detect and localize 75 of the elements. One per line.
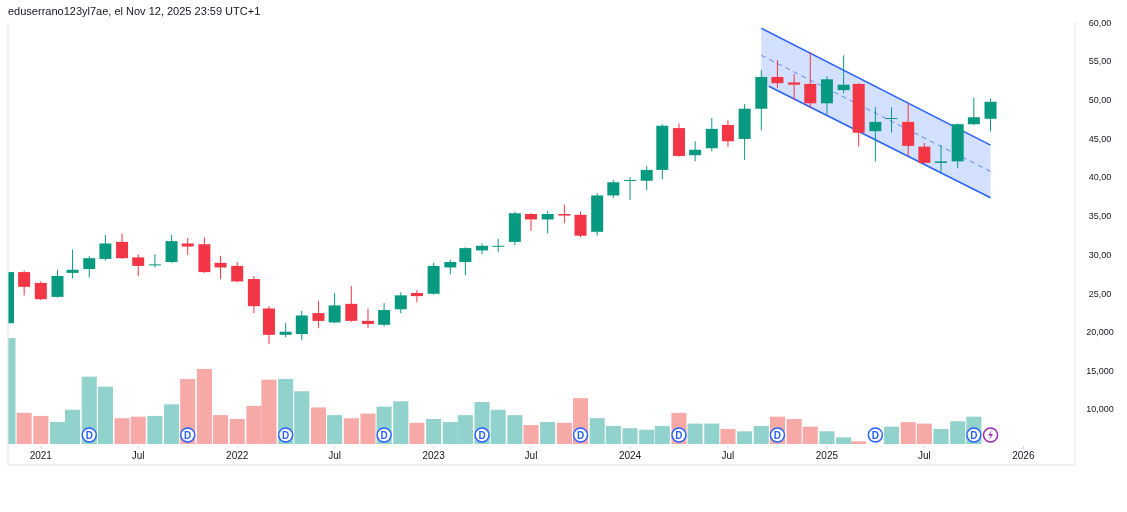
candlestick (820, 75, 833, 115)
candlestick (361, 308, 374, 329)
candlestick (558, 204, 571, 224)
x-tick-label: 2024 (618, 450, 642, 461)
candlestick (99, 234, 112, 261)
y2-tick-label: 10,000 (1086, 404, 1114, 415)
candlestick (902, 102, 915, 157)
candlestick (83, 255, 96, 279)
candlestick (935, 144, 948, 174)
candlestick (116, 232, 129, 260)
x-tick-label: 2022 (226, 450, 249, 461)
annotation: D (871, 430, 879, 441)
candlestick (869, 106, 882, 162)
candlestick (689, 140, 702, 162)
candlestick (721, 119, 734, 148)
candlestick (624, 176, 637, 201)
annotation: D (478, 430, 486, 441)
x-tick-label: 2021 (29, 450, 53, 461)
candlestick (148, 253, 161, 268)
candlestick (231, 261, 244, 283)
y-tick-label: 45,00 (1088, 133, 1112, 144)
candlestick (640, 165, 653, 191)
candlestick (312, 300, 325, 329)
x-tick-label: Jul (721, 450, 735, 461)
annotation: D (970, 430, 978, 441)
candlestick (328, 292, 341, 324)
annotation: D (576, 430, 585, 441)
annotation: D (380, 430, 388, 441)
y-tick-label: 25,00 (1088, 288, 1112, 299)
annotation: D (184, 430, 192, 441)
candlestick (837, 54, 850, 94)
candlestick (918, 142, 931, 165)
y-tick-label: 40,00 (1088, 172, 1112, 183)
x-tick-label: Jul (131, 450, 145, 461)
candlestick (788, 73, 801, 101)
y-tick-label: 50,00 (1088, 94, 1112, 105)
candlestick (967, 97, 980, 126)
candlestick (18, 270, 31, 296)
candlestick (885, 106, 898, 134)
annotation: D (85, 430, 93, 441)
candlestick (525, 212, 538, 232)
candlestick (345, 285, 358, 323)
annotation: D (675, 430, 683, 441)
annotation: D (282, 430, 290, 441)
x-tick-label: 2025 (815, 450, 839, 461)
candlestick (165, 234, 178, 264)
candlestick (410, 289, 423, 303)
candlestick (459, 246, 472, 276)
candlestick (541, 210, 554, 234)
chart-title: eduserrano123yl7ae, el Nov 12, 2025 23:59 UTC+1 (8, 5, 261, 17)
x-tick-label: Jul (917, 450, 931, 461)
annotation: D (773, 430, 782, 441)
x-tick-label: 2026 (1012, 450, 1035, 461)
candlestick (295, 310, 308, 341)
x-tick-label: 2023 (422, 450, 446, 461)
candlestick (66, 249, 79, 279)
candlestick (34, 280, 47, 301)
y2-tick-label: 20,000 (1086, 327, 1114, 338)
x-tick-label: Jul (524, 450, 538, 461)
y2-tick-label: 15,000 (1086, 365, 1114, 376)
x-tick-label: Jul (328, 450, 342, 461)
candlestick (394, 291, 407, 314)
y-tick-label: 35,00 (1088, 211, 1112, 222)
candlestick (574, 211, 587, 238)
candlestick (705, 117, 718, 152)
y-tick-label: 30,00 (1088, 249, 1112, 260)
candlestick (51, 269, 64, 299)
candlestick (132, 253, 145, 277)
y-tick-label: 60,00 (1088, 17, 1112, 28)
candlestick (804, 51, 817, 109)
candlestick (492, 238, 505, 253)
candlestick (771, 59, 784, 89)
candlestick (984, 98, 997, 132)
y-tick-label: 55,00 (1088, 56, 1112, 67)
candlestick (378, 302, 391, 327)
